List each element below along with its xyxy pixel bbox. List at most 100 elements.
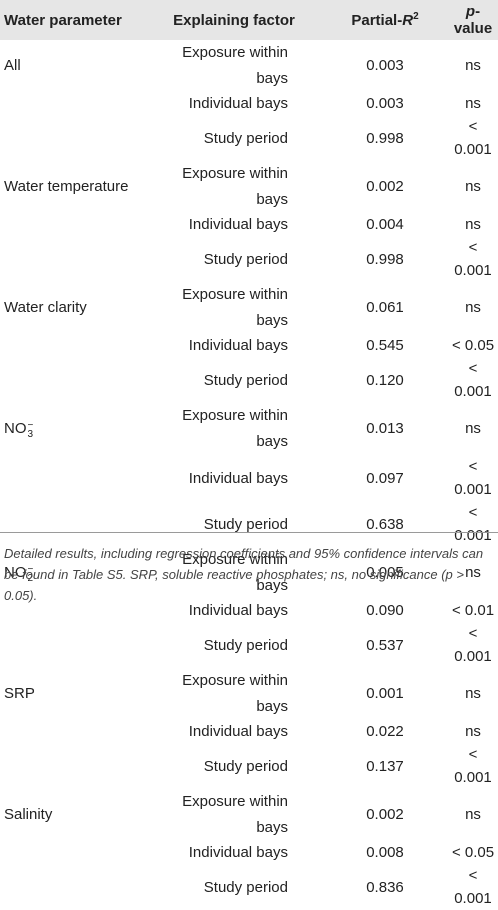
header-p-var: p: [465, 3, 476, 20]
explaining-factor-cell: Individual bays: [188, 844, 288, 861]
water-parameter-label: All: [4, 57, 21, 74]
explaining-factor-cell: Study period: [203, 515, 288, 533]
table-row: Individual bays 0.022 ns: [0, 720, 498, 743]
partial-r2-cell: 0.003: [366, 95, 404, 112]
water-parameter-label: NO: [4, 420, 27, 437]
table-row: Individual bays 0.003 ns: [0, 92, 498, 115]
water-parameter-cell: [0, 92, 154, 115]
water-parameter-cell: [0, 622, 154, 668]
partial-r2-cell: 0.998: [366, 250, 404, 268]
p-value-cell: ns: [465, 806, 481, 823]
p-value-cell: ns: [465, 685, 481, 702]
water-parameter-cell: [0, 213, 154, 236]
header-row: Water parameter Explaining factor Partia…: [0, 0, 498, 40]
water-parameter-cell: Salinity: [0, 789, 154, 841]
explaining-factor-cell: Exposure within bays: [182, 793, 288, 836]
p-value-cell: < 0.001: [454, 118, 492, 158]
water-parameter-cell: [0, 864, 154, 910]
table-row: NO −2 Exposure within bays 0.005 ns: [0, 547, 498, 599]
table-row: SRP Exposure within bays 0.001 ns: [0, 668, 498, 720]
table-row: All Exposure within bays 0.003 ns: [0, 40, 498, 92]
partial-r2-cell: 0.638: [366, 515, 404, 533]
table-footnote: Detailed results, including regression c…: [4, 546, 484, 603]
explaining-factor-cell: Exposure within bays: [182, 551, 288, 594]
water-parameter-cell: [0, 357, 154, 403]
p-value-cell: < 0.001: [454, 867, 492, 907]
partial-r2-cell: 0.022: [366, 723, 404, 740]
table-bottom-rule: [0, 532, 498, 533]
table-row: Individual bays 0.008 < 0.05: [0, 841, 498, 864]
water-parameter-label: Water clarity: [4, 299, 87, 316]
water-parameter-cell: [0, 236, 154, 282]
explaining-factor-cell: Exposure within bays: [182, 286, 288, 329]
partial-r2-cell: 0.001: [366, 685, 404, 702]
explaining-factor-cell: Study period: [203, 371, 288, 389]
water-parameter-cell: Water temperature: [0, 161, 154, 213]
header-partial-r2-text: Partial-: [351, 12, 403, 29]
table-row: Salinity Exposure within bays 0.002 ns: [0, 789, 498, 841]
water-parameter-cell: [0, 455, 154, 501]
explaining-factor-cell: Study period: [203, 757, 288, 775]
water-parameter-cell: [0, 743, 154, 789]
table-body: All Exposure within bays 0.003 ns Individual…: [0, 40, 498, 910]
explaining-factor-cell: Study period: [203, 129, 288, 147]
table-row: Study period 0.998 < 0.001: [0, 115, 498, 161]
water-parameter-cell: [0, 720, 154, 743]
partial-r2-cell: 0.836: [366, 878, 404, 896]
header-p-value: p-value: [440, 0, 498, 40]
explaining-factor-cell: Individual bays: [188, 469, 288, 487]
explaining-factor-cell: Study period: [203, 250, 288, 268]
table-row: Study period 0.537 < 0.001: [0, 622, 498, 668]
water-parameter-cell: [0, 334, 154, 357]
water-parameter-label: SRP: [4, 685, 35, 702]
water-parameter-cell: [0, 841, 154, 864]
water-parameter-label: NO: [4, 564, 27, 581]
partial-r2-cell: 0.005: [366, 564, 404, 581]
ion-subscript: 3: [27, 429, 34, 441]
explaining-factor-cell: Exposure within bays: [182, 407, 288, 450]
partial-r2-cell: 0.004: [366, 216, 404, 233]
header-partial-r2-sup: 2: [413, 11, 419, 22]
header-water-parameter: Water parameter: [4, 11, 122, 29]
partial-r2-cell: 0.998: [366, 129, 404, 147]
table-row: Water temperature Exposure within bays 0.0…: [0, 161, 498, 213]
table-row: Study period 0.120 < 0.001: [0, 357, 498, 403]
partial-r2-cell: 0.537: [366, 636, 404, 654]
ion-charge: −: [27, 420, 34, 432]
partial-r2-cell: 0.003: [366, 57, 404, 74]
table-row: Study period 0.137 < 0.001: [0, 743, 498, 789]
table-row: Study period 0.836 < 0.001: [0, 864, 498, 910]
table-row: Individual bays 0.004 ns: [0, 213, 498, 236]
table-row: Water clarity Exposure within bays 0.061 ns: [0, 282, 498, 334]
water-parameter-cell: NO −3: [0, 403, 154, 455]
table-row: Study period 0.638 < 0.001: [0, 501, 498, 547]
p-value-cell: ns: [465, 216, 481, 233]
p-value-cell: < 0.001: [454, 360, 492, 400]
water-parameter-label: Water temperature: [4, 178, 129, 195]
header-partial-r2: Partial-R2: [314, 0, 440, 40]
partial-r2-cell: 0.545: [366, 337, 404, 354]
p-value-cell: ns: [465, 420, 481, 437]
header-explaining-factor: Explaining factor: [173, 11, 295, 29]
water-parameter-cell: [0, 501, 154, 547]
explaining-factor-cell: Exposure within bays: [182, 44, 288, 87]
explaining-factor-cell: Individual bays: [188, 95, 288, 112]
p-value-cell: < 0.05: [451, 844, 495, 861]
partial-r2-cell: 0.097: [366, 469, 404, 487]
table-header: Water parameter Explaining factor Partia…: [0, 0, 498, 40]
p-value-cell: < 0.001: [454, 504, 492, 544]
partial-r2-cell: 0.061: [366, 299, 404, 316]
p-value-cell: < 0.001: [454, 239, 492, 279]
water-parameter-cell: NO −2: [0, 547, 154, 599]
explaining-factor-cell: Exposure within bays: [182, 165, 288, 208]
explaining-factor-cell: Individual bays: [188, 216, 288, 233]
water-parameter-cell: [0, 115, 154, 161]
partial-r2-cell: 0.008: [366, 844, 404, 861]
partial-r2-cell: 0.137: [366, 757, 404, 775]
explaining-factor-cell: Study period: [203, 878, 288, 896]
explaining-factor-cell: Study period: [203, 636, 288, 654]
p-value-cell: ns: [465, 178, 481, 195]
explaining-factor-cell: Individual bays: [188, 337, 288, 354]
